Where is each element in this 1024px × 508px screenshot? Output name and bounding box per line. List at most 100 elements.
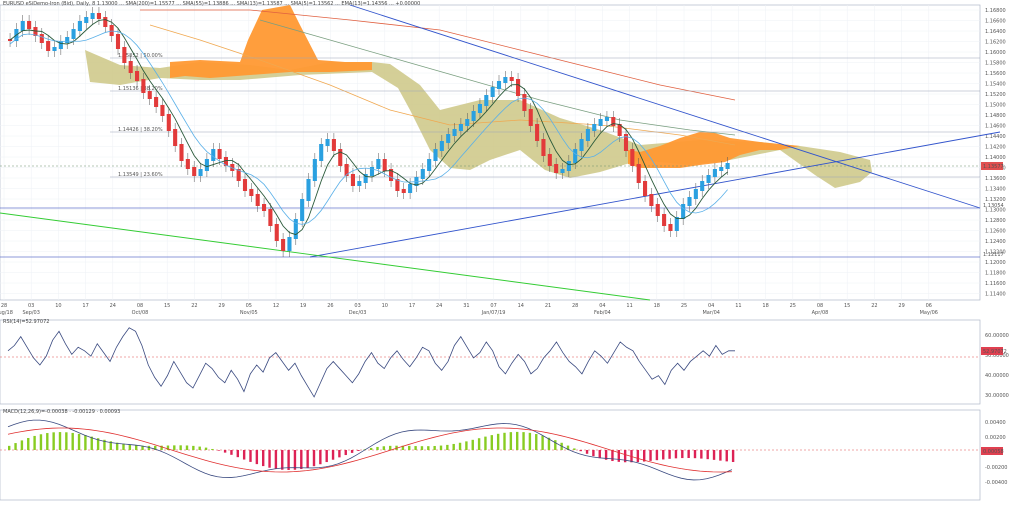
candle-body bbox=[147, 91, 152, 99]
price-axis-label: 1.12800 bbox=[985, 218, 1006, 224]
macd-histogram-bar bbox=[230, 450, 233, 455]
support-label-2: 1.12117 bbox=[983, 252, 1004, 258]
candle bbox=[643, 175, 648, 202]
date-axis-day: 24 bbox=[110, 303, 116, 309]
candle-body bbox=[173, 129, 178, 146]
macd-histogram-bar bbox=[369, 447, 373, 450]
date-axis-day: 21 bbox=[545, 303, 551, 309]
macd-histogram-bar bbox=[242, 450, 246, 460]
main-header: EURUSD eSiDemo-Iron (Bid), Daily, 8 1.13… bbox=[3, 1, 420, 7]
macd-histogram-bar bbox=[382, 446, 386, 450]
candle bbox=[46, 35, 51, 57]
candle-body bbox=[408, 184, 413, 193]
candle-body bbox=[77, 21, 82, 31]
date-axis-month: Sep/03 bbox=[22, 310, 39, 316]
date-axis-day: 04 bbox=[599, 303, 605, 309]
price-axis-label: 1.12000 bbox=[985, 260, 1006, 266]
date-axis-day: 10 bbox=[55, 303, 61, 309]
macd-histogram-bar bbox=[433, 445, 436, 450]
macd-histogram-bar bbox=[325, 450, 328, 463]
candle-body bbox=[401, 189, 406, 193]
date-axis-day: 18 bbox=[654, 303, 660, 309]
fib-level-label: 1.15136 | 38.20% bbox=[118, 86, 163, 92]
candle-body bbox=[249, 189, 254, 196]
candle-body bbox=[141, 79, 146, 93]
candle bbox=[535, 118, 540, 147]
candle-body bbox=[554, 164, 559, 173]
macd-histogram-bar bbox=[312, 450, 316, 467]
date-axis-month: Nov/05 bbox=[240, 310, 258, 316]
rsi-panel bbox=[0, 319, 981, 405]
ascending-trendline bbox=[309, 131, 1001, 258]
macd-histogram-bar bbox=[598, 450, 601, 459]
candle-body bbox=[52, 47, 57, 51]
macd-histogram-bar bbox=[496, 433, 500, 450]
date-axis-month: Oct/08 bbox=[132, 310, 149, 316]
candle-body bbox=[369, 167, 375, 176]
price-axis-label: 1.12600 bbox=[985, 229, 1006, 235]
candle bbox=[566, 155, 571, 177]
candle bbox=[458, 118, 463, 137]
macd-histogram-bar bbox=[300, 450, 303, 470]
candle-body bbox=[681, 204, 686, 219]
candle-body bbox=[649, 194, 654, 206]
rsi-line bbox=[7, 327, 735, 398]
date-axis-day: 08 bbox=[137, 303, 143, 309]
macd-histogram-bar bbox=[217, 450, 220, 451]
rsi-axis-label: 50.00000 bbox=[985, 353, 1009, 359]
candle-body bbox=[281, 239, 286, 251]
candle-body bbox=[674, 217, 679, 231]
candle bbox=[154, 91, 159, 113]
macd-histogram-bar bbox=[376, 446, 379, 450]
price-axis-label: 1.15400 bbox=[985, 82, 1006, 88]
candle bbox=[65, 31, 70, 49]
candle-body bbox=[242, 179, 248, 191]
candle bbox=[471, 105, 476, 127]
candle bbox=[52, 41, 57, 57]
rsi-header: RSI(14)=52.97072 bbox=[3, 319, 49, 325]
candle bbox=[192, 161, 197, 182]
macd-histogram-bar bbox=[687, 450, 690, 459]
macd-histogram-bar bbox=[643, 450, 646, 462]
candle-body bbox=[471, 111, 476, 121]
price-axis-label: 1.14800 bbox=[985, 113, 1006, 119]
candle-body bbox=[700, 181, 705, 191]
date-axis-day: 29 bbox=[898, 303, 904, 309]
support-label-1: 1.13054 bbox=[983, 203, 1004, 209]
macd-histogram-bar bbox=[636, 450, 640, 463]
candle bbox=[477, 98, 482, 119]
candle bbox=[700, 175, 705, 197]
candle bbox=[230, 158, 235, 177]
candle-body bbox=[522, 94, 527, 111]
candle bbox=[623, 128, 629, 157]
candle bbox=[554, 158, 559, 179]
date-axis-day: 03 bbox=[354, 303, 360, 309]
macd-histogram-bar bbox=[712, 450, 716, 460]
macd-histogram-bar bbox=[46, 433, 49, 450]
date-axis-day: 22 bbox=[191, 303, 197, 309]
candle bbox=[306, 173, 311, 207]
macd-histogram-bar bbox=[128, 444, 132, 450]
candle bbox=[338, 143, 343, 172]
macd-histogram-bar bbox=[287, 450, 290, 470]
candle-body bbox=[592, 124, 597, 131]
candle bbox=[389, 163, 394, 187]
price-axis-label: 1.15800 bbox=[985, 61, 1006, 67]
candle-body bbox=[274, 224, 279, 241]
candle bbox=[693, 183, 698, 205]
candle bbox=[173, 123, 178, 152]
macd-histogram-bar bbox=[306, 450, 309, 468]
price-axis-label: 1.16600 bbox=[985, 19, 1006, 25]
candle-body bbox=[655, 204, 660, 216]
macd-axis-label: 0.00200 bbox=[985, 435, 1006, 441]
candle bbox=[369, 161, 375, 182]
date-axis-month: Dec/03 bbox=[349, 310, 367, 316]
date-axis-month: Apr/08 bbox=[812, 310, 829, 316]
macd-histogram-bar bbox=[649, 450, 652, 461]
candle bbox=[319, 138, 324, 167]
macd-histogram-bar bbox=[439, 445, 443, 450]
candle-body bbox=[376, 159, 381, 169]
candle bbox=[122, 41, 127, 69]
